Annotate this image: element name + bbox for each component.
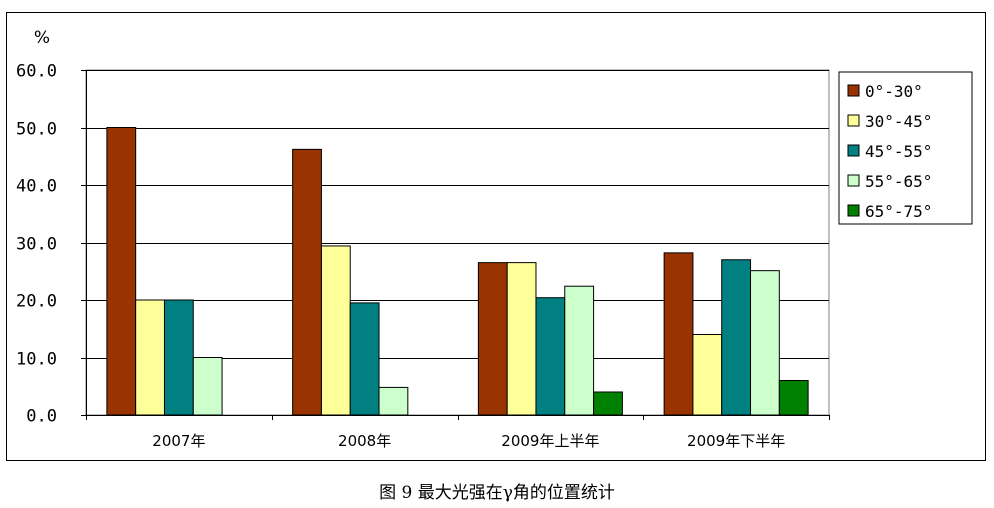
legend-swatch (847, 84, 860, 97)
bar (778, 380, 809, 416)
y-tick-label: 20.0 (16, 292, 57, 312)
bar (378, 386, 409, 416)
y-tick-label: 50.0 (16, 120, 57, 140)
bar-chart: 0.0 10.0 20.0 30.0 40.0 50.0 60.0% 2007年 2008年 20… (16, 28, 973, 450)
bar (320, 245, 351, 416)
bar (192, 357, 223, 416)
bar (593, 391, 623, 416)
y-tick-label: 10.0 (16, 350, 57, 370)
bar (292, 148, 322, 416)
bar (106, 127, 137, 416)
x-tick-label: 2008年 (338, 432, 391, 450)
bar (349, 302, 380, 416)
legend-box (838, 71, 973, 225)
bar (663, 252, 694, 416)
bar (721, 259, 752, 416)
legend-swatch (847, 204, 860, 217)
x-tick-label: 2009年上半年 (501, 432, 599, 450)
bar (535, 297, 566, 416)
bar (506, 262, 537, 416)
bar (477, 262, 508, 416)
chart-caption: 图 9 最大光强在γ角的位置统计 (379, 483, 615, 503)
y-tick-label: 0.0 (26, 407, 57, 427)
legend-swatch (847, 114, 860, 127)
y-unit-label: % (34, 28, 50, 48)
y-tick-label: 40.0 (16, 177, 57, 197)
legend-label: 30°-45° (865, 112, 932, 131)
x-tick-label: 2009年下半年 (687, 432, 785, 450)
bar (692, 334, 723, 416)
legend-label: 65°-75° (865, 202, 932, 221)
y-tick-label: 30.0 (16, 235, 57, 255)
bar (564, 285, 595, 416)
x-tick-label: 2007年 (152, 432, 205, 450)
bar (163, 299, 194, 416)
legend-label: 0°-30° (865, 82, 923, 101)
legend-label: 45°-55° (865, 142, 932, 161)
legend-swatch (847, 174, 860, 187)
legend-swatch (847, 144, 860, 157)
bar (750, 270, 780, 416)
y-tick-label: 60.0 (16, 62, 57, 82)
legend-label: 55°-65° (865, 172, 932, 191)
bar (135, 299, 165, 416)
